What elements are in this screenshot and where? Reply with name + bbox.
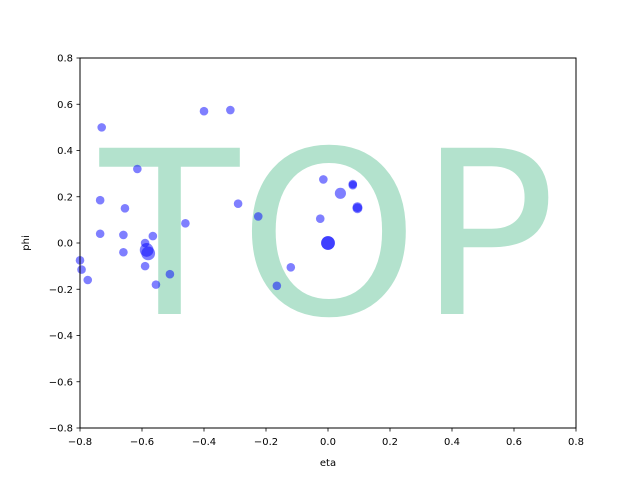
- y-axis-label: phi: [21, 235, 32, 250]
- x-axis: −0.8 −0.6 −0.4 −0.2 0.0 0.2 0.4 0.6 0.8: [68, 428, 584, 448]
- data-point: [140, 261, 150, 271]
- data-point: [253, 212, 263, 221]
- data-point: [226, 105, 235, 115]
- data-point: [321, 236, 335, 250]
- data-point: [151, 280, 161, 289]
- y-tick-label: −0.6: [49, 377, 73, 388]
- data-point: [97, 123, 106, 132]
- data-point: [319, 175, 328, 184]
- data-point: [286, 262, 296, 272]
- data-point: [181, 219, 190, 228]
- data-point: [141, 246, 156, 261]
- y-tick-label: −0.2: [49, 285, 73, 296]
- data-point: [95, 195, 105, 205]
- data-point: [83, 275, 93, 285]
- x-tick-label: 0.4: [444, 437, 460, 448]
- data-point: [348, 179, 358, 189]
- data-point: [233, 199, 243, 208]
- data-point: [315, 214, 325, 224]
- x-tick-label: 0.0: [320, 437, 336, 448]
- data-point: [165, 269, 175, 279]
- data-point: [77, 265, 86, 274]
- data-point: [334, 187, 346, 199]
- data-point: [199, 106, 209, 116]
- x-axis-label: eta: [320, 458, 336, 469]
- y-tick-label: −0.4: [49, 331, 73, 342]
- x-tick-label: 0.2: [382, 437, 398, 448]
- data-point: [120, 204, 130, 213]
- data-point: [95, 229, 105, 239]
- x-tick-label: −0.6: [130, 437, 154, 448]
- data-point: [272, 281, 282, 291]
- data-point: [119, 230, 128, 240]
- data-point: [352, 202, 363, 213]
- data-point: [133, 164, 142, 174]
- y-tick-label: 0.0: [57, 239, 73, 250]
- watermark-text: TOP: [99, 102, 556, 368]
- x-tick-label: 0.8: [568, 437, 584, 448]
- y-tick-label: 0.2: [57, 192, 73, 203]
- y-tick-label: −0.8: [49, 424, 73, 435]
- data-point: [119, 247, 128, 257]
- y-axis: −0.8 −0.6 −0.4 −0.2 0.0 0.2 0.4 0.6 0.8: [49, 54, 80, 435]
- data-point: [148, 231, 158, 241]
- y-tick-label: 0.8: [57, 54, 73, 65]
- y-tick-label: 0.4: [57, 146, 73, 157]
- x-tick-label: 0.6: [506, 437, 522, 448]
- y-tick-label: 0.6: [57, 100, 73, 111]
- x-tick-label: −0.4: [192, 437, 216, 448]
- x-tick-label: −0.8: [68, 437, 92, 448]
- x-tick-label: −0.2: [254, 437, 278, 448]
